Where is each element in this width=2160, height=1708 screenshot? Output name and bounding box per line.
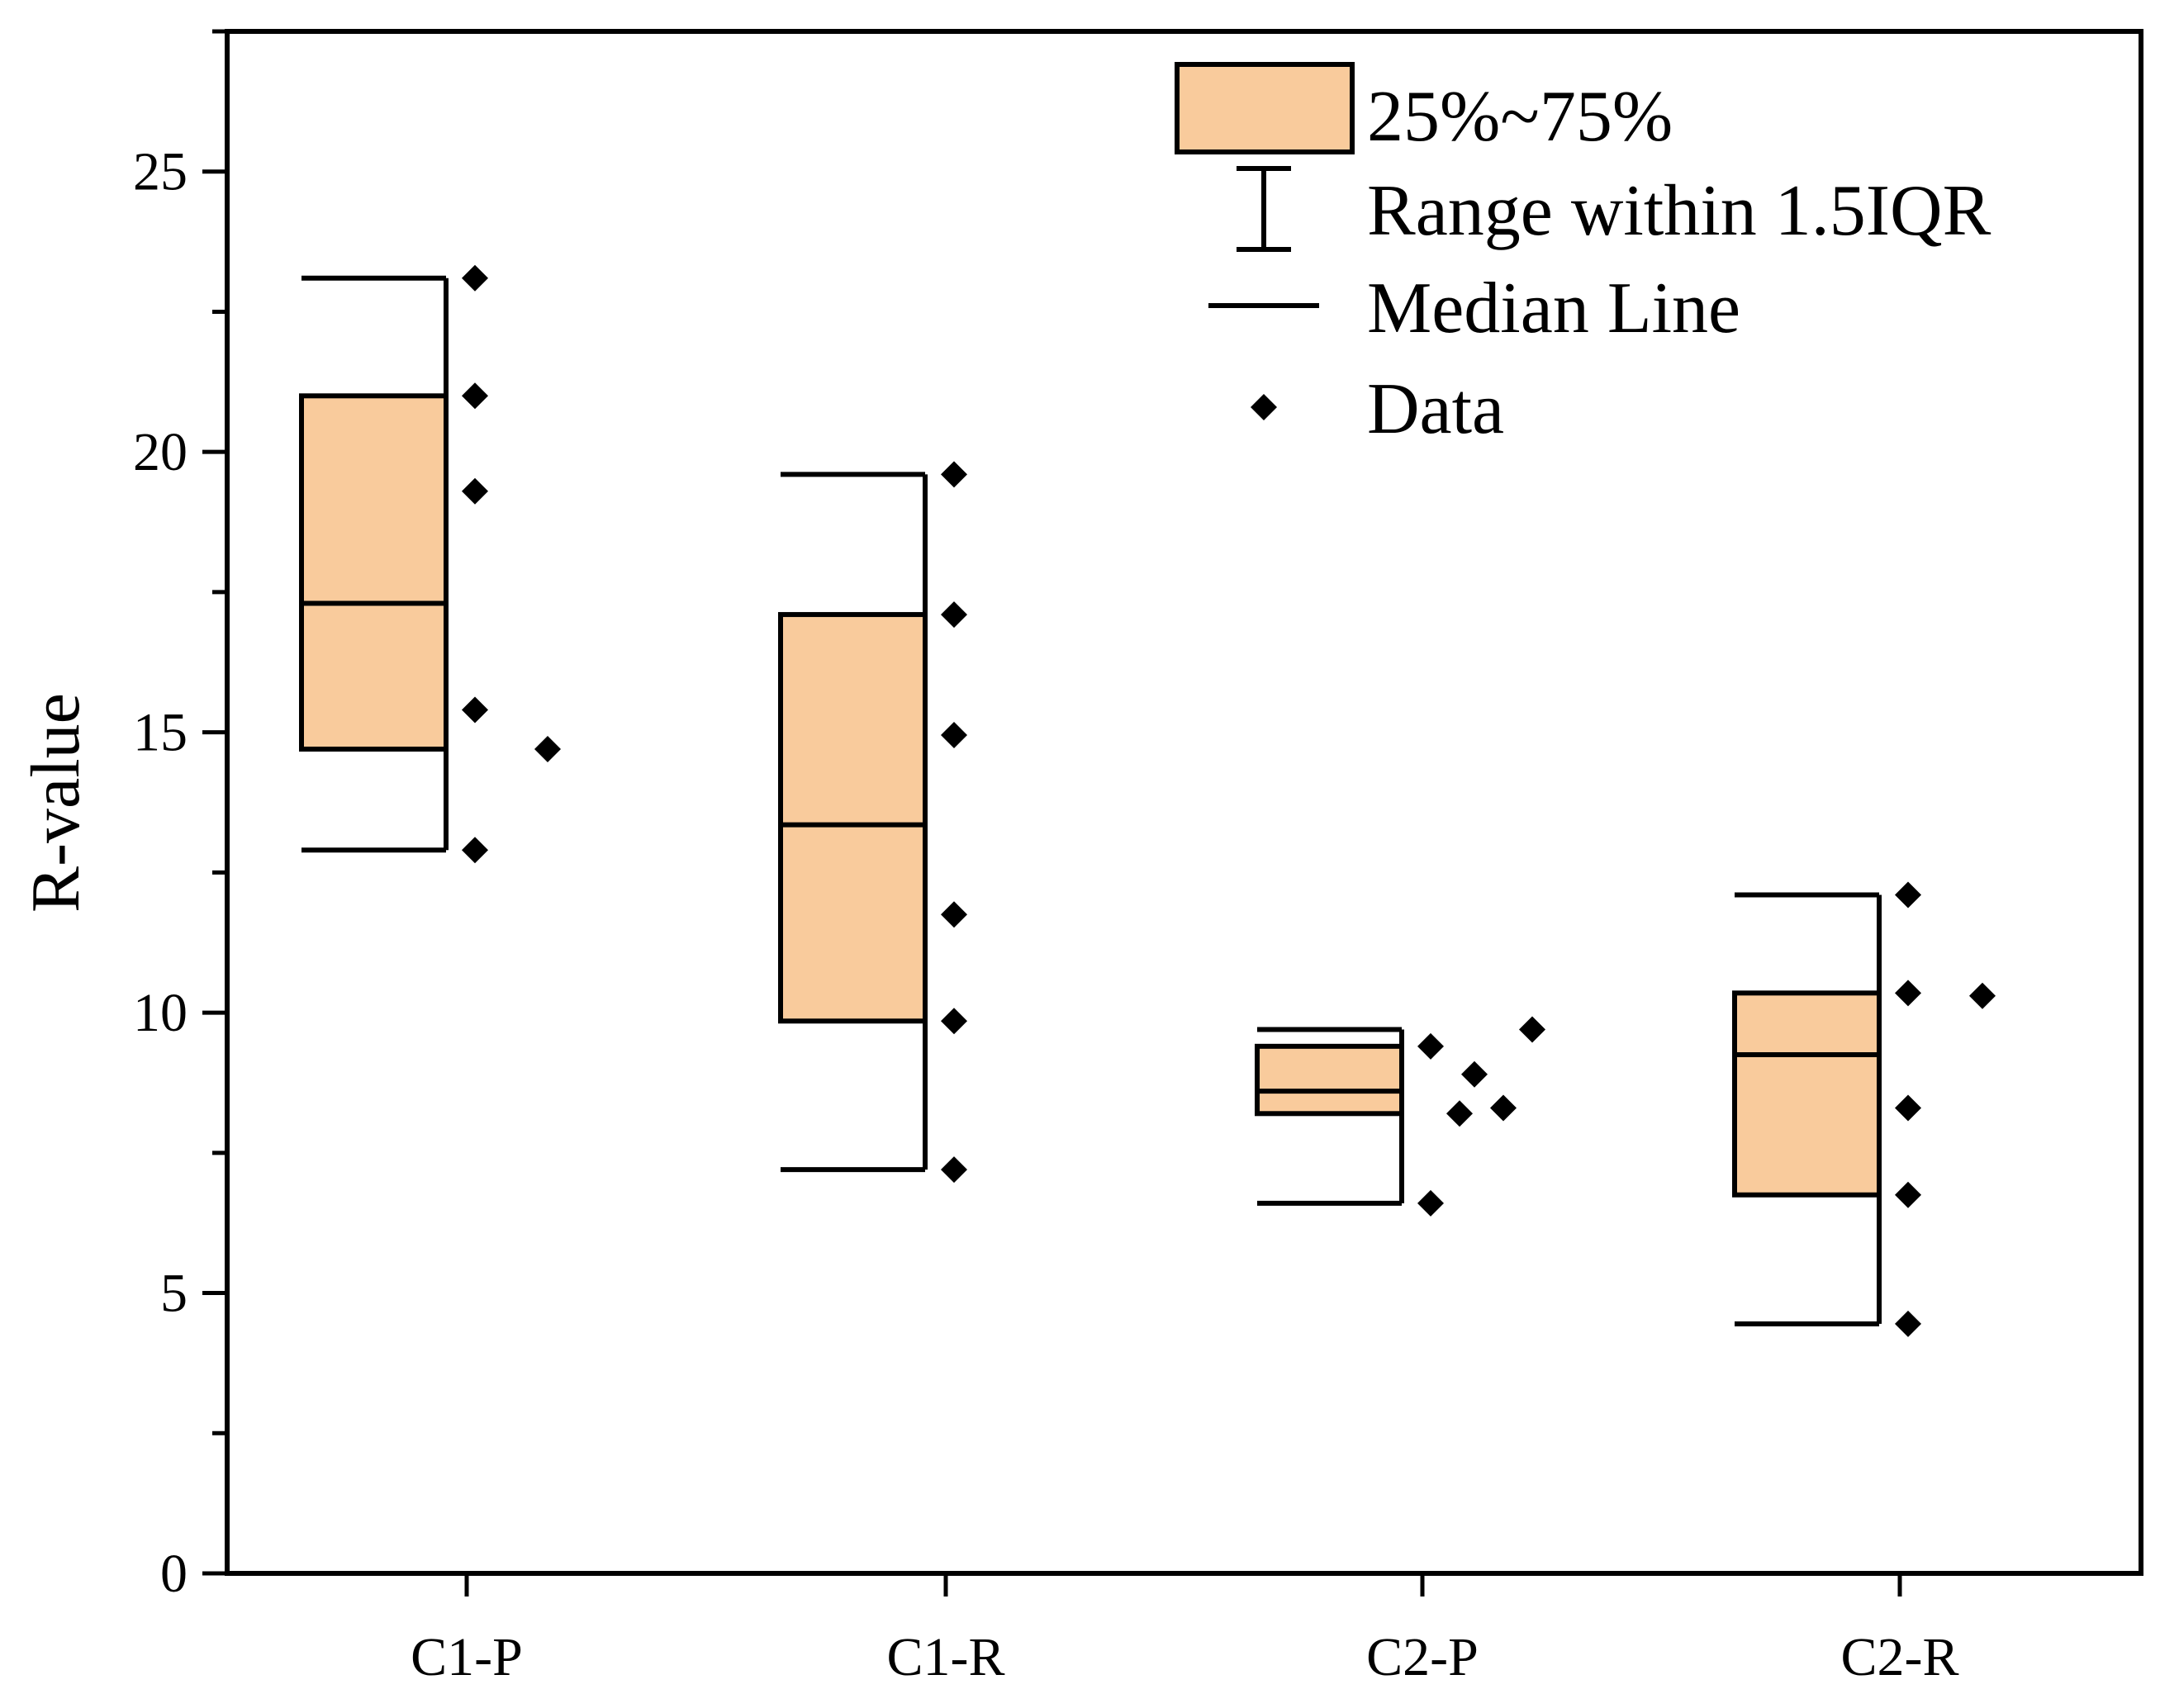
data-point [1446,1100,1473,1127]
data-point [1417,1032,1444,1060]
data-point [1519,1016,1545,1043]
legend-median-label: Median Line [1367,268,1740,349]
y-tick-label: 20 [133,422,188,482]
y-tick-label: 15 [133,703,188,763]
plot-layer: 0 5 10 15 20 25 R-value C1-P C1-R C2-P C2-R [17,29,2143,1687]
data-point [1417,1189,1444,1217]
data-point [1490,1094,1517,1122]
data-point [1969,982,1996,1009]
box-iqr [1255,1043,1404,1117]
data-point [462,382,488,410]
y-tick-label: 10 [133,983,188,1043]
data-point [462,696,488,724]
data-point [1895,1094,1921,1122]
legend-box-label: 25%~75% [1367,77,1673,157]
y-axis-title: R-value [17,693,94,913]
data-point [941,461,967,488]
x-category-label: C2-R [1840,1627,1958,1687]
x-category-label: C1-R [886,1627,1004,1687]
plot-frame [225,29,2143,1576]
data-point [941,901,967,928]
x-category-label: C1-P [411,1627,523,1687]
data-point [1895,980,1921,1007]
legend-data-label: Data [1367,369,1504,449]
box-iqr [299,393,449,752]
y-tick-label: 25 [133,142,188,202]
legend: 25%~75% Range within 1.5IQR Median Line … [1175,62,1991,449]
data-point [941,722,967,749]
data-point [941,601,967,629]
box-iqr [1732,990,1882,1198]
data-point [462,264,488,292]
x-category-label: C2-P [1366,1627,1479,1687]
y-tick-label: 0 [160,1544,188,1604]
data-point [1895,1310,1921,1337]
data-point [1461,1060,1488,1088]
data-point [1895,1181,1921,1208]
data-point [941,1156,967,1184]
data-point [462,477,488,505]
box-iqr [778,612,928,1024]
data-point [1895,881,1921,909]
y-tick-label: 5 [160,1264,188,1324]
data-point [534,736,561,763]
legend-box-swatch [1175,62,1355,154]
data-point [941,1008,967,1035]
legend-whisker-label: Range within 1.5IQR [1367,171,1991,251]
legend-data-marker [1251,394,1277,420]
data-point [462,837,488,864]
